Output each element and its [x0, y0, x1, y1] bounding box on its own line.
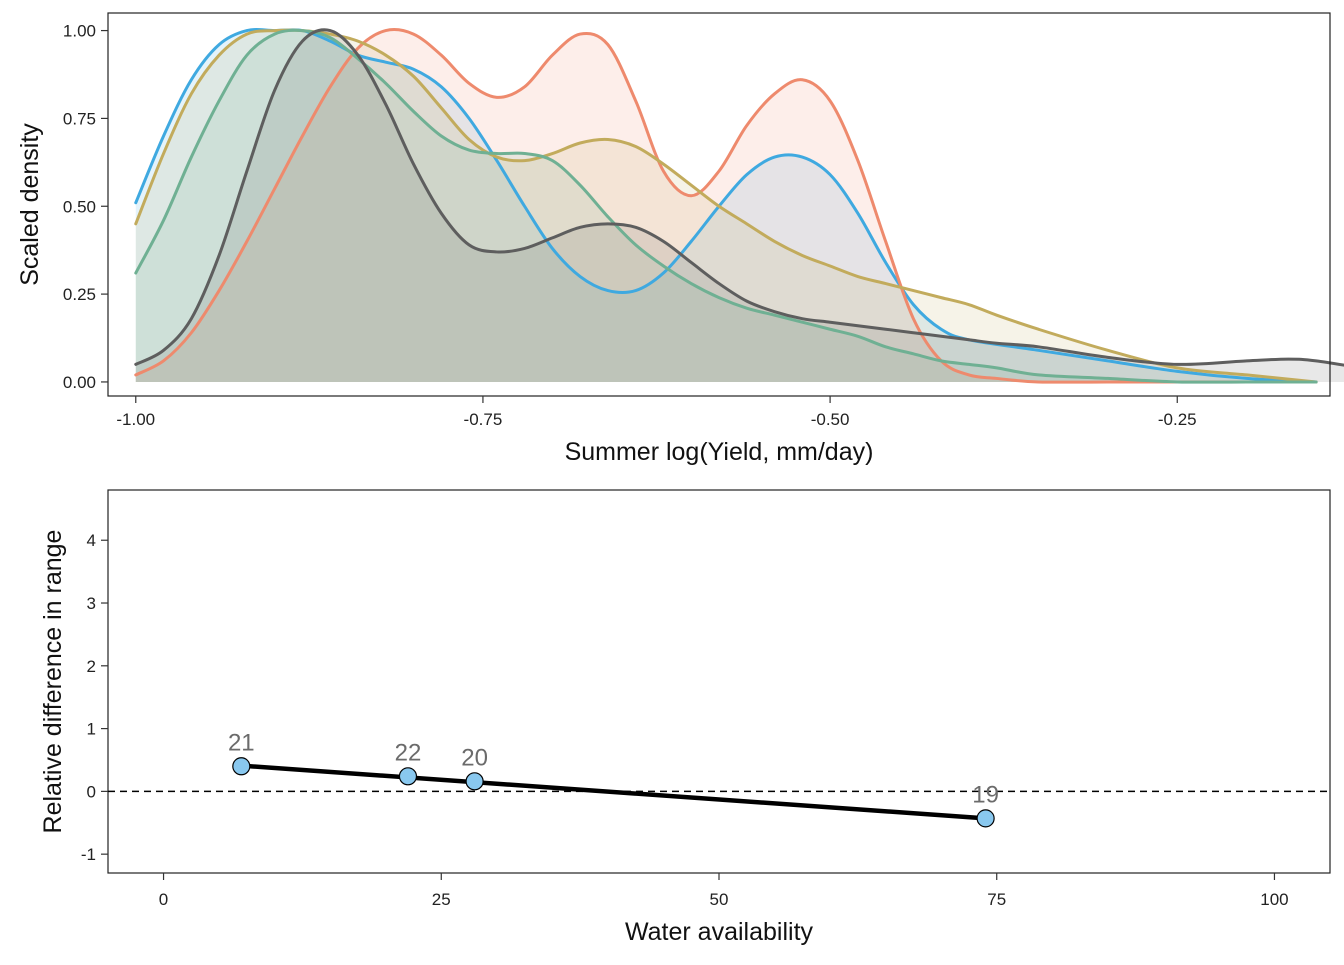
x-tick-label: -1.00: [116, 410, 155, 429]
panel-border: [107, 489, 1331, 874]
data-point: [232, 757, 251, 776]
y-tick-label: -1: [81, 845, 96, 864]
y-tick-label: 2: [87, 657, 96, 676]
y-tick-label: 0.50: [63, 197, 96, 216]
x-axis-title: Summer log(Yield, mm/day): [565, 438, 874, 466]
density-line-green: [134, 28, 1318, 384]
density-area-olive: [135, 30, 1317, 382]
x-tick-label: 0: [159, 890, 168, 909]
y-tick-label: 0.00: [63, 373, 96, 392]
x-tick-label: -0.75: [464, 410, 503, 429]
x-tick-label: 100: [1260, 890, 1288, 909]
density-line-dark-grey: [134, 28, 1344, 367]
density-area-blue: [135, 29, 1317, 382]
point-label: 20: [461, 744, 488, 771]
x-tick-label: 50: [710, 890, 729, 909]
data-point: [398, 767, 418, 786]
data-point: [976, 809, 995, 828]
fit-line: [239, 763, 988, 821]
panel-border: [107, 12, 1331, 397]
y-tick-label: 0.75: [63, 109, 96, 128]
y-tick-label: 1: [87, 720, 96, 739]
x-tick-label: 25: [432, 890, 451, 909]
x-tick-label: -0.50: [811, 410, 850, 429]
y-tick-label: 4: [87, 531, 96, 550]
y-axis-title: Scaled density: [16, 123, 44, 286]
point-label: 22: [395, 739, 422, 766]
y-tick-label: 0: [87, 782, 96, 801]
y-axis-title: Relative difference in range: [39, 530, 67, 834]
x-axis-title: Water availability: [625, 918, 814, 946]
y-tick-label: 0.25: [63, 285, 96, 304]
point-label: 19: [972, 781, 999, 808]
density-area-dark-grey: [135, 29, 1344, 382]
density-area-salmon: [135, 29, 1317, 383]
x-tick-label: -0.25: [1158, 410, 1197, 429]
data-point: [465, 772, 484, 791]
density-line-salmon: [134, 28, 1318, 384]
point-label: 21: [228, 729, 255, 756]
y-tick-label: 1.00: [63, 22, 96, 41]
y-tick-label: 3: [87, 594, 96, 613]
x-tick-label: 75: [987, 890, 1006, 909]
density-area-green: [135, 30, 1317, 383]
